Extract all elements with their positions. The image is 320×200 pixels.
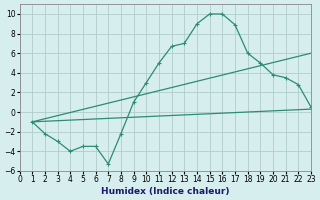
X-axis label: Humidex (Indice chaleur): Humidex (Indice chaleur) (101, 187, 229, 196)
